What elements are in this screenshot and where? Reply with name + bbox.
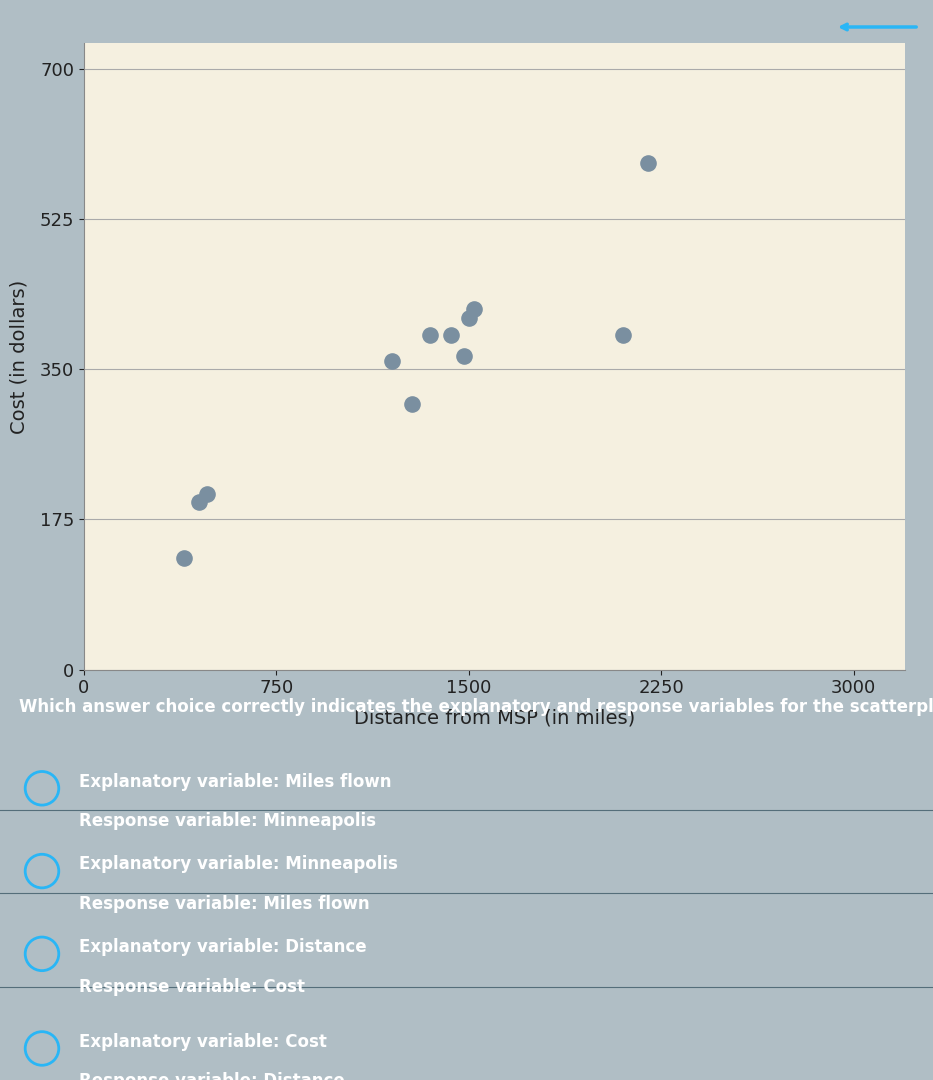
Point bbox=[456, 348, 471, 365]
Point bbox=[443, 326, 458, 343]
Point bbox=[192, 494, 207, 511]
Text: Explanatory variable: Minneapolis: Explanatory variable: Minneapolis bbox=[79, 855, 398, 874]
Point bbox=[200, 485, 215, 502]
Point bbox=[461, 309, 476, 326]
Point bbox=[466, 300, 481, 318]
Text: Response variable: Miles flown: Response variable: Miles flown bbox=[79, 894, 369, 913]
Text: Response variable: Distance: Response variable: Distance bbox=[79, 1072, 345, 1080]
X-axis label: Distance from MSP (in miles): Distance from MSP (in miles) bbox=[354, 708, 635, 728]
Text: Response variable: Minneapolis: Response variable: Minneapolis bbox=[79, 812, 376, 829]
Text: Which answer choice correctly indicates the explanatory and response variables f: Which answer choice correctly indicates … bbox=[19, 698, 933, 716]
Text: Explanatory variable: Miles flown: Explanatory variable: Miles flown bbox=[79, 772, 392, 791]
Point bbox=[423, 326, 438, 343]
Text: Explanatory variable: Distance: Explanatory variable: Distance bbox=[79, 939, 367, 956]
Text: Explanatory variable: Cost: Explanatory variable: Cost bbox=[79, 1032, 327, 1051]
Point bbox=[641, 154, 656, 172]
Point bbox=[616, 326, 631, 343]
Text: Response variable: Cost: Response variable: Cost bbox=[79, 977, 305, 996]
Y-axis label: Cost (in dollars): Cost (in dollars) bbox=[9, 280, 29, 433]
Point bbox=[405, 395, 420, 413]
Point bbox=[176, 550, 191, 567]
Point bbox=[384, 352, 399, 369]
